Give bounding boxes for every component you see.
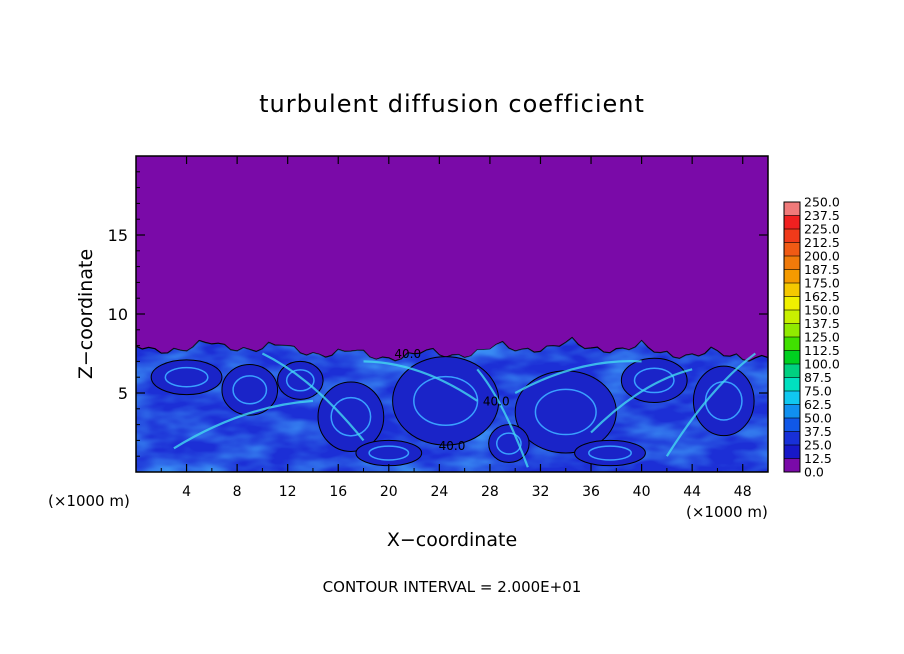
eddy-inner-contour [232, 375, 268, 405]
shear-strand [590, 368, 693, 434]
y-tick-label: 15 [108, 226, 128, 245]
colorbar-label: 75.0 [804, 384, 832, 399]
colorbar-label: 237.5 [804, 208, 840, 223]
eddy-inner-contour [588, 445, 632, 461]
x-tick-label: 40 [633, 484, 651, 500]
x-tick-label: 36 [582, 484, 600, 500]
eddy-inner-contour [534, 388, 597, 436]
x-tick-label: 44 [683, 484, 701, 500]
x-axis: 4 8 12 16 20 24 28 32 36 40 44 48 [160, 156, 752, 500]
eddy-contour [150, 359, 223, 396]
colorbar-label: 50.0 [804, 411, 832, 426]
colorbar-swatch [784, 215, 800, 230]
colorbar-label: 37.5 [804, 424, 832, 439]
y-tick-label: 5 [118, 384, 128, 403]
x-tick-label: 20 [380, 484, 398, 500]
x-tick-label: 16 [329, 484, 347, 500]
y-tick-label: 10 [108, 305, 128, 324]
colorbar-label: 62.5 [804, 397, 832, 412]
colorbar-swatch [784, 256, 800, 270]
eddy-contour [488, 424, 530, 464]
eddy-contour [317, 381, 385, 452]
eddy-inner-contour [285, 369, 315, 392]
colorbar-label: 212.5 [804, 235, 840, 250]
x-axis-label: X−coordinate [387, 529, 517, 551]
shear-strand [665, 352, 757, 457]
eddy-contour [620, 357, 688, 403]
contour-label: 40.0 [439, 439, 466, 453]
eddy-inner-contour [368, 445, 410, 461]
colorbar-swatch [784, 391, 800, 405]
eddy-inner-contour [413, 375, 479, 426]
eddy-contour [221, 364, 279, 416]
colorbar-label: 100.0 [804, 357, 840, 372]
colorbar-swatch [784, 377, 800, 392]
y-unit-label: (×1000 m) [48, 492, 130, 510]
colorbar-label: 200.0 [804, 249, 840, 264]
colorbar-label: 0.0 [804, 465, 824, 480]
colorbar-swatch [784, 229, 800, 243]
colorbar-label: 150.0 [804, 303, 840, 318]
colorbar-swatch [784, 418, 800, 432]
eddy-contour [692, 365, 755, 437]
colorbar: 250.0237.5225.0212.5200.0187.5175.0162.5… [783, 195, 840, 480]
colorbar-swatch [784, 269, 800, 284]
eddy-inner-contour [633, 367, 675, 394]
colorbar-label: 225.0 [804, 222, 840, 237]
colorbar-swatch [784, 364, 800, 378]
colorbar-swatch [784, 202, 800, 216]
shear-strand [173, 399, 314, 450]
colorbar-swatch [784, 404, 800, 419]
colorbar-label: 162.5 [804, 289, 840, 304]
x-tick-label: 32 [532, 484, 550, 500]
eddy-contours [150, 352, 757, 468]
colorbar-label: 137.5 [804, 316, 840, 331]
colorbar-label: 175.0 [804, 276, 840, 291]
x-tick-label: 8 [233, 484, 242, 500]
colorbar-label: 125.0 [804, 330, 840, 345]
shear-strand [261, 352, 365, 442]
x-tick-label: 4 [182, 484, 191, 500]
x-tick-label: 28 [481, 484, 499, 500]
x-tick-label: 48 [734, 484, 752, 500]
colorbar-swatch [784, 458, 800, 473]
shear-strand [476, 368, 529, 468]
contour-label: 40.0 [483, 395, 510, 409]
chart-title: turbulent diffusion coefficient [259, 90, 645, 118]
colorbar-label: 112.5 [804, 343, 840, 358]
contour-labels: 40.0 40.0 40.0 [394, 347, 509, 453]
contour-interval-note: CONTOUR INTERVAL = 2.000E+01 [323, 578, 582, 596]
shear-strand [514, 360, 642, 394]
shear-strand [363, 360, 478, 402]
eddy-inner-contour [330, 396, 372, 437]
colorbar-swatch [784, 283, 800, 297]
colorbar-swatch [784, 296, 800, 311]
colorbar-label: 25.0 [804, 438, 832, 453]
colorbar-swatch [784, 445, 800, 459]
colorbar-swatch [784, 350, 800, 365]
colorbar-label: 187.5 [804, 262, 840, 277]
plot-area: 40.0 40.0 40.0 [136, 156, 768, 472]
x-unit-label: (×1000 m) [686, 503, 768, 521]
colorbar-label: 87.5 [804, 370, 832, 385]
colorbar-label: 12.5 [804, 451, 832, 466]
eddy-contour [277, 360, 324, 400]
eddy-contour [355, 439, 423, 467]
y-axis: 5 10 15 [108, 171, 768, 457]
eddy-inner-contour [495, 432, 522, 455]
colorbar-swatch [784, 310, 800, 324]
colorbar-swatch [784, 323, 800, 338]
colorbar-swatch [784, 337, 800, 351]
colorbar-label: 250.0 [804, 195, 840, 210]
eddy-contour [574, 439, 646, 467]
colorbar-swatch [784, 431, 800, 446]
eddy-inner-contour [164, 366, 209, 388]
colorbar-swatch [784, 242, 800, 257]
x-tick-label: 24 [430, 484, 448, 500]
x-tick-label: 12 [279, 484, 297, 500]
y-axis-label: Z−coordinate [75, 249, 97, 379]
contour-label: 40.0 [394, 347, 421, 361]
